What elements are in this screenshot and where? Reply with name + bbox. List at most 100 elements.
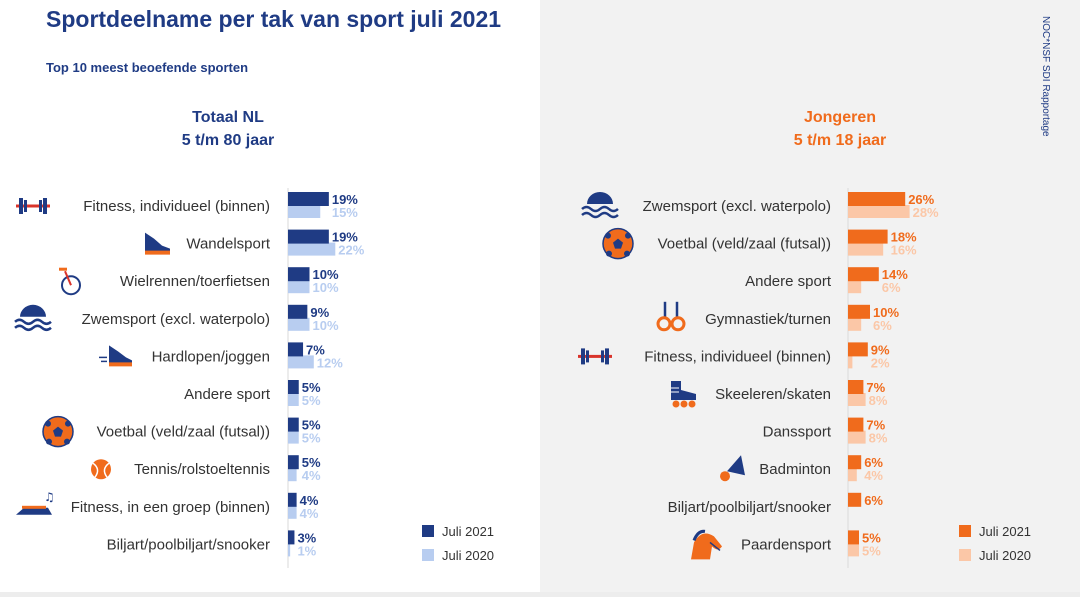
- swimmer-icon: [14, 304, 52, 332]
- bar-juli-2020: [288, 355, 314, 369]
- skate-icon: [671, 381, 696, 408]
- right-chart-title-line1: Jongeren: [803, 109, 876, 126]
- category-label: Skeeleren/skaten: [715, 386, 831, 403]
- bar-juli-2020: [288, 468, 297, 482]
- category-label: Andere sport: [184, 386, 271, 403]
- data-label-juli-2021: 9%: [871, 342, 890, 357]
- legend-label: Juli 2020: [979, 548, 1031, 563]
- data-label-juli-2021: 9%: [310, 305, 329, 320]
- data-label-juli-2020: 5%: [302, 393, 321, 408]
- data-label-juli-2021: 14%: [882, 267, 908, 282]
- data-label-juli-2020: 5%: [302, 431, 321, 446]
- data-label-juli-2021: 5%: [862, 530, 881, 545]
- bar-juli-2021: [848, 342, 868, 357]
- legend-label: Juli 2020: [442, 548, 494, 563]
- right-chart-title: Jongeren 5 t/m 18 jaar: [680, 106, 1000, 152]
- bar-juli-2021: [848, 417, 864, 432]
- bar-juli-2021: [288, 530, 295, 545]
- data-label-juli-2020: 5%: [862, 543, 881, 558]
- bar-juli-2021: [288, 304, 308, 319]
- data-label-juli-2021: 19%: [332, 192, 358, 207]
- bar-juli-2020: [288, 280, 310, 294]
- bar-juli-2020: [848, 317, 862, 331]
- left-chart-title-line1: Totaal NL: [192, 109, 264, 126]
- left-bar-chart: Fitness, individueel (binnen) 19%15%Wande…: [14, 188, 494, 568]
- bar-juli-2020: [848, 393, 866, 406]
- football-icon: [42, 415, 74, 448]
- bar-juli-2020: [288, 505, 297, 519]
- data-label-juli-2021: 19%: [332, 230, 358, 245]
- legend-swatch: [422, 549, 434, 561]
- data-label-juli-2020: 2%: [871, 355, 890, 370]
- data-label-juli-2020: 10%: [313, 318, 339, 333]
- bar-juli-2021: [288, 492, 297, 507]
- category-label: Zwemsport (excl. waterpolo): [82, 311, 270, 328]
- rings-icon: [656, 301, 686, 332]
- bar-juli-2020: [848, 355, 853, 369]
- bar-juli-2020: [848, 242, 884, 256]
- bar-juli-2020: [848, 430, 866, 444]
- shoe-icon: [145, 232, 170, 255]
- shuttlecock-icon: [720, 455, 745, 482]
- left-chart-title: Totaal NL 5 t/m 80 jaar: [68, 106, 388, 152]
- bar-juli-2021: [848, 530, 859, 545]
- category-label: Badminton: [759, 461, 831, 478]
- bar-juli-2020: [848, 468, 857, 482]
- category-label: Tennis/rolstoeltennis: [134, 461, 270, 478]
- bar-juli-2020: [848, 280, 862, 294]
- bar-juli-2021: [288, 342, 304, 357]
- right-panel-background: [540, 0, 1080, 597]
- bar-juli-2021: [848, 380, 864, 394]
- category-label: Wielrennen/toerfietsen: [120, 273, 270, 290]
- data-label-juli-2020: 6%: [873, 318, 892, 333]
- data-label-juli-2021: 18%: [891, 230, 917, 245]
- bar-juli-2021: [848, 455, 862, 470]
- bar-juli-2020: [288, 393, 299, 406]
- horse-icon: [691, 529, 722, 560]
- category-label: Paardensport: [741, 536, 832, 553]
- category-label: Biljart/poolbiljart/snooker: [668, 499, 831, 516]
- category-label: Fitness, in een groep (binnen): [71, 499, 270, 516]
- data-label-juli-2020: 15%: [332, 205, 358, 220]
- data-label-juli-2020: 1%: [297, 543, 316, 558]
- step-aerobics-icon: ♫: [16, 490, 55, 515]
- bar-juli-2021: [848, 267, 879, 282]
- legend-swatch: [959, 525, 971, 537]
- category-label: Fitness, individueel (binnen): [83, 198, 270, 215]
- page-title: Sportdeelname per tak van sport juli 202…: [46, 6, 502, 32]
- swimmer-icon: [581, 192, 619, 219]
- data-label-juli-2020: 4%: [302, 468, 321, 483]
- category-label: Danssport: [763, 424, 832, 441]
- bottom-strip: [0, 592, 1080, 597]
- bar-juli-2020: [848, 543, 859, 557]
- data-label-juli-2021: 3%: [297, 530, 316, 545]
- bar-juli-2020: [288, 543, 291, 557]
- category-label: Hardlopen/joggen: [152, 348, 270, 365]
- data-label-juli-2021: 7%: [866, 380, 885, 395]
- page-subtitle: Top 10 meest beoefende sporten: [46, 60, 249, 75]
- bar-juli-2020: [288, 430, 299, 444]
- legend-swatch: [422, 525, 434, 537]
- bar-juli-2021: [288, 380, 299, 394]
- legend-label: Juli 2021: [979, 524, 1031, 539]
- bar-juli-2021: [288, 417, 299, 432]
- data-label-juli-2020: 4%: [300, 506, 319, 521]
- source-note: NOC*NSF SDI Rapportage: [1040, 16, 1051, 137]
- bar-juli-2021: [848, 492, 862, 507]
- dumbbell-icon: [578, 348, 612, 365]
- data-label-juli-2021: 6%: [864, 493, 883, 508]
- category-label: Zwemsport (excl. waterpolo): [643, 198, 831, 215]
- category-label: Voetbal (veld/zaal (futsal)): [97, 424, 270, 441]
- left-chart-title-line2: 5 t/m 80 jaar: [181, 132, 275, 149]
- data-label-juli-2020: 16%: [891, 243, 917, 258]
- data-label-juli-2021: 26%: [908, 192, 934, 207]
- bar-juli-2020: [288, 242, 336, 256]
- bar-juli-2021: [848, 192, 906, 206]
- data-label-juli-2021: 7%: [306, 342, 325, 357]
- bar-juli-2021: [288, 455, 299, 470]
- category-label: Wandelsport: [186, 236, 270, 253]
- dumbbell-icon: [16, 198, 50, 214]
- bar-juli-2021: [288, 192, 329, 206]
